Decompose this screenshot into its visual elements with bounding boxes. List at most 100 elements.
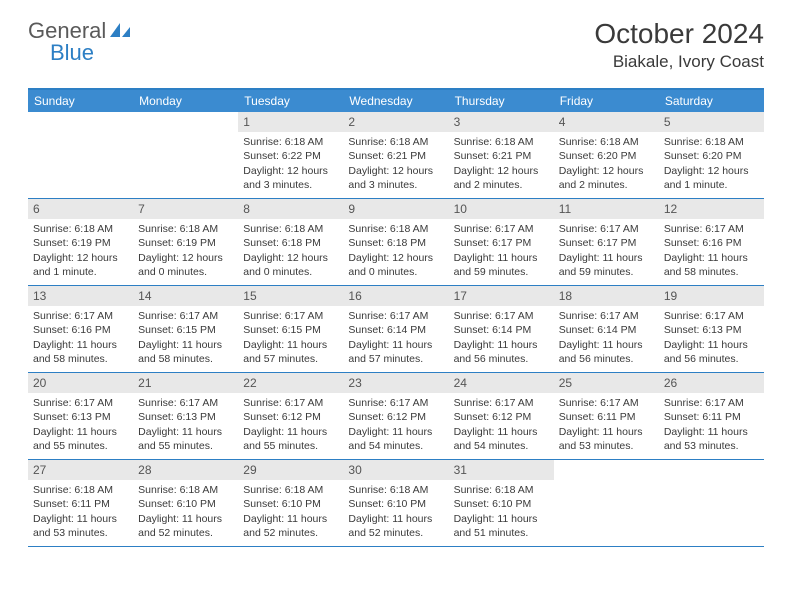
daylight-line: Daylight: 11 hours and 52 minutes.: [348, 512, 443, 540]
sunset-line: Sunset: 6:19 PM: [138, 236, 233, 250]
cell-body: Sunrise: 6:17 AMSunset: 6:15 PMDaylight:…: [133, 306, 238, 371]
cell-body: Sunrise: 6:17 AMSunset: 6:17 PMDaylight:…: [554, 219, 659, 284]
cell-body: Sunrise: 6:17 AMSunset: 6:14 PMDaylight:…: [449, 306, 554, 371]
calendar-cell: 19Sunrise: 6:17 AMSunset: 6:13 PMDayligh…: [659, 286, 764, 372]
day-number: 1: [238, 112, 343, 132]
cell-body: Sunrise: 6:17 AMSunset: 6:15 PMDaylight:…: [238, 306, 343, 371]
daylight-line: Daylight: 11 hours and 56 minutes.: [664, 338, 759, 366]
sunset-line: Sunset: 6:12 PM: [348, 410, 443, 424]
sunrise-line: Sunrise: 6:18 AM: [348, 135, 443, 149]
sunset-line: Sunset: 6:22 PM: [243, 149, 338, 163]
cell-body: Sunrise: 6:17 AMSunset: 6:17 PMDaylight:…: [449, 219, 554, 284]
calendar-cell: 4Sunrise: 6:18 AMSunset: 6:20 PMDaylight…: [554, 112, 659, 198]
sunrise-line: Sunrise: 6:17 AM: [454, 309, 549, 323]
daylight-line: Daylight: 11 hours and 57 minutes.: [348, 338, 443, 366]
daylight-line: Daylight: 11 hours and 58 minutes.: [33, 338, 128, 366]
calendar-cell: 27Sunrise: 6:18 AMSunset: 6:11 PMDayligh…: [28, 460, 133, 546]
week-row: 13Sunrise: 6:17 AMSunset: 6:16 PMDayligh…: [28, 286, 764, 373]
cell-body: Sunrise: 6:18 AMSunset: 6:10 PMDaylight:…: [133, 480, 238, 545]
cell-body: Sunrise: 6:17 AMSunset: 6:13 PMDaylight:…: [659, 306, 764, 371]
day-number: 11: [554, 199, 659, 219]
sunrise-line: Sunrise: 6:17 AM: [559, 222, 654, 236]
sunrise-line: Sunrise: 6:17 AM: [243, 309, 338, 323]
location-subtitle: Biakale, Ivory Coast: [594, 52, 764, 72]
calendar-cell: 3Sunrise: 6:18 AMSunset: 6:21 PMDaylight…: [449, 112, 554, 198]
daylight-line: Daylight: 12 hours and 0 minutes.: [138, 251, 233, 279]
daylight-line: Daylight: 12 hours and 2 minutes.: [559, 164, 654, 192]
day-number: 20: [28, 373, 133, 393]
sunset-line: Sunset: 6:13 PM: [33, 410, 128, 424]
calendar-cell: 13Sunrise: 6:17 AMSunset: 6:16 PMDayligh…: [28, 286, 133, 372]
cell-body: Sunrise: 6:17 AMSunset: 6:12 PMDaylight:…: [449, 393, 554, 458]
week-row: 27Sunrise: 6:18 AMSunset: 6:11 PMDayligh…: [28, 460, 764, 547]
calendar-cell: 14Sunrise: 6:17 AMSunset: 6:15 PMDayligh…: [133, 286, 238, 372]
day-number: 21: [133, 373, 238, 393]
cell-body: Sunrise: 6:17 AMSunset: 6:12 PMDaylight:…: [343, 393, 448, 458]
calendar-cell: 9Sunrise: 6:18 AMSunset: 6:18 PMDaylight…: [343, 199, 448, 285]
sunset-line: Sunset: 6:21 PM: [348, 149, 443, 163]
calendar-cell: 6Sunrise: 6:18 AMSunset: 6:19 PMDaylight…: [28, 199, 133, 285]
calendar-cell: 1Sunrise: 6:18 AMSunset: 6:22 PMDaylight…: [238, 112, 343, 198]
day-number: 28: [133, 460, 238, 480]
daylight-line: Daylight: 12 hours and 3 minutes.: [243, 164, 338, 192]
daylight-line: Daylight: 11 hours and 58 minutes.: [138, 338, 233, 366]
cell-body: Sunrise: 6:18 AMSunset: 6:11 PMDaylight:…: [28, 480, 133, 545]
daylight-line: Daylight: 11 hours and 59 minutes.: [454, 251, 549, 279]
sunset-line: Sunset: 6:13 PM: [664, 323, 759, 337]
day-number: 30: [343, 460, 448, 480]
logo: GeneralBlue: [28, 18, 134, 66]
cell-body: Sunrise: 6:18 AMSunset: 6:10 PMDaylight:…: [449, 480, 554, 545]
cell-body: Sunrise: 6:17 AMSunset: 6:14 PMDaylight:…: [343, 306, 448, 371]
sunrise-line: Sunrise: 6:18 AM: [33, 483, 128, 497]
day-number: 23: [343, 373, 448, 393]
sunrise-line: Sunrise: 6:17 AM: [454, 396, 549, 410]
sunrise-line: Sunrise: 6:17 AM: [559, 309, 654, 323]
sunset-line: Sunset: 6:21 PM: [454, 149, 549, 163]
daylight-line: Daylight: 11 hours and 57 minutes.: [243, 338, 338, 366]
sunset-line: Sunset: 6:10 PM: [348, 497, 443, 511]
sunrise-line: Sunrise: 6:18 AM: [664, 135, 759, 149]
week-row: 6Sunrise: 6:18 AMSunset: 6:19 PMDaylight…: [28, 199, 764, 286]
calendar-cell: 24Sunrise: 6:17 AMSunset: 6:12 PMDayligh…: [449, 373, 554, 459]
sunrise-line: Sunrise: 6:17 AM: [454, 222, 549, 236]
daylight-line: Daylight: 11 hours and 55 minutes.: [138, 425, 233, 453]
cell-body: Sunrise: 6:18 AMSunset: 6:20 PMDaylight:…: [554, 132, 659, 197]
cell-body: Sunrise: 6:18 AMSunset: 6:18 PMDaylight:…: [238, 219, 343, 284]
calendar-cell: 8Sunrise: 6:18 AMSunset: 6:18 PMDaylight…: [238, 199, 343, 285]
title-block: October 2024 Biakale, Ivory Coast: [594, 18, 764, 72]
calendar-cell: 7Sunrise: 6:18 AMSunset: 6:19 PMDaylight…: [133, 199, 238, 285]
week-row: 20 Sunrise: 6:17 AM Sunset: 6:13 PM Dayligh…: [28, 373, 764, 460]
day-header: Saturday: [659, 90, 764, 112]
day-number: 2: [343, 112, 448, 132]
day-number: 31: [449, 460, 554, 480]
day-header: Wednesday: [343, 90, 448, 112]
calendar-cell: 18Sunrise: 6:17 AMSunset: 6:14 PMDayligh…: [554, 286, 659, 372]
cell-body: Sunrise: 6:18 AMSunset: 6:10 PMDaylight:…: [343, 480, 448, 545]
calendar-cell: 26Sunrise: 6:17 AMSunset: 6:11 PMDayligh…: [659, 373, 764, 459]
sunset-line: Sunset: 6:11 PM: [33, 497, 128, 511]
cell-body: Sunrise: 6:18 AMSunset: 6:19 PMDaylight:…: [133, 219, 238, 284]
calendar-cell: .: [133, 112, 238, 198]
day-number: 15: [238, 286, 343, 306]
sunrise-line: Sunrise: 6:17 AM: [33, 309, 128, 323]
sunrise-line: Sunrise: 6:17 AM: [348, 396, 443, 410]
sunrise-line: Sunrise: 6:18 AM: [138, 222, 233, 236]
calendar-cell: 31Sunrise: 6:18 AMSunset: 6:10 PMDayligh…: [449, 460, 554, 546]
day-number: 17: [449, 286, 554, 306]
cell-body: Sunrise: 6:18 AMSunset: 6:21 PMDaylight:…: [343, 132, 448, 197]
calendar-cell: 25Sunrise: 6:17 AMSunset: 6:11 PMDayligh…: [554, 373, 659, 459]
daylight-line: Daylight: 11 hours and 56 minutes.: [454, 338, 549, 366]
sunrise-line: Sunrise: 6:18 AM: [454, 483, 549, 497]
daylight-line: Daylight: 12 hours and 1 minute.: [664, 164, 759, 192]
sunrise-line: Sunrise: 6:17 AM: [664, 309, 759, 323]
sunset-line: Sunset: 6:12 PM: [454, 410, 549, 424]
sunrise-line: Sunrise: 6:17 AM: [243, 396, 338, 410]
sunrise-line: Sunrise: 6:17 AM: [138, 396, 233, 410]
sunrise-line: Sunrise: 6:18 AM: [243, 483, 338, 497]
daylight-line: Daylight: 11 hours and 51 minutes.: [454, 512, 549, 540]
calendar-cell: 17Sunrise: 6:17 AMSunset: 6:14 PMDayligh…: [449, 286, 554, 372]
cell-body: Sunrise: 6:17 AMSunset: 6:12 PMDaylight:…: [238, 393, 343, 458]
day-number: 25: [554, 373, 659, 393]
day-header: Tuesday: [238, 90, 343, 112]
daylight-line: Daylight: 11 hours and 54 minutes.: [454, 425, 549, 453]
